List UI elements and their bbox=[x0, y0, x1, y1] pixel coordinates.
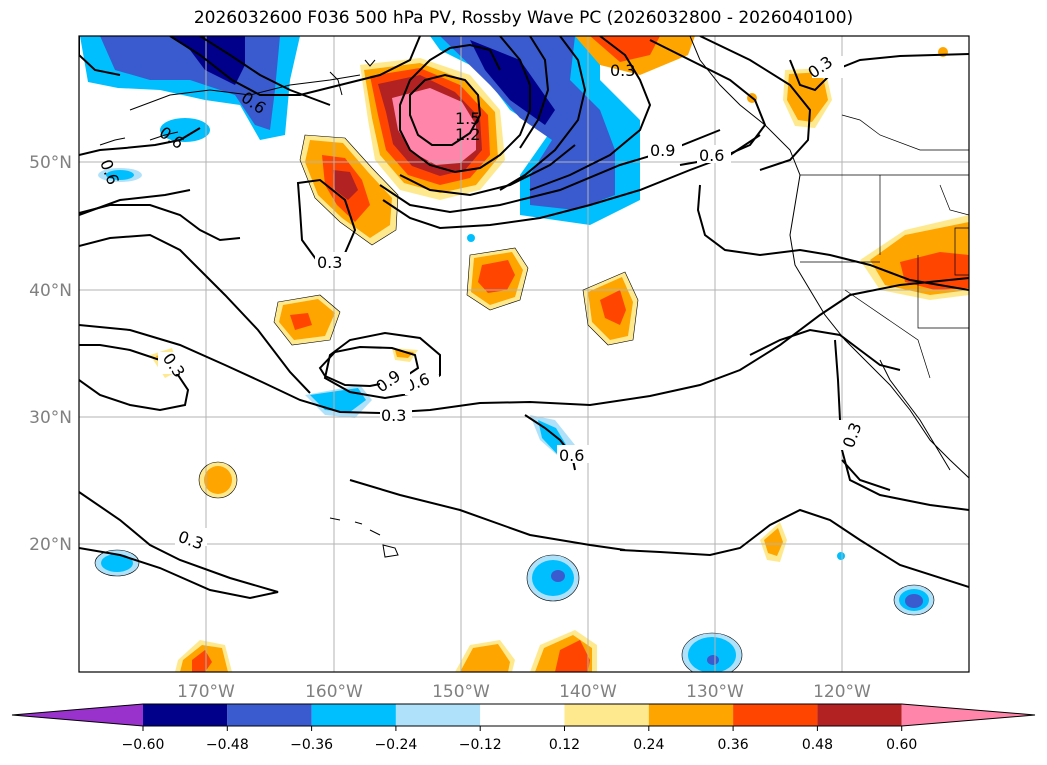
lat-label: 40°N bbox=[29, 281, 72, 301]
colorbar-segment bbox=[12, 704, 143, 726]
lon-label: 160°W bbox=[305, 682, 363, 702]
contour-label: 0.6 bbox=[96, 157, 123, 187]
contour-label: 1.2 bbox=[455, 125, 480, 144]
colorbar-tick-label: 0.36 bbox=[718, 737, 749, 753]
north-american-coast bbox=[689, 36, 969, 479]
colorbar-tick-label: 0.24 bbox=[633, 737, 664, 753]
lat-label: 20°N bbox=[29, 535, 72, 555]
colorbar-tick-label: −0.36 bbox=[290, 737, 333, 753]
colorbar-segment bbox=[311, 704, 396, 726]
colorbar bbox=[11, 703, 1036, 727]
contour-03-main bbox=[79, 277, 969, 415]
lat-label: 50°N bbox=[29, 153, 72, 173]
pc-contours bbox=[79, 36, 969, 600]
colorbar-tick-label: 0.60 bbox=[886, 737, 917, 753]
colorbar-segment bbox=[143, 704, 228, 726]
coastlines bbox=[99, 36, 969, 558]
contour-label: 0.6 bbox=[699, 146, 724, 165]
colorbar-ticks: −0.60 −0.48 −0.36 −0.24 −0.12 0.12 0.24 0.36 0.4… bbox=[122, 726, 917, 753]
contour-label: 0.3 bbox=[610, 61, 635, 80]
contour-label: 0.6 bbox=[559, 446, 584, 465]
lat-label: 30°N bbox=[29, 408, 72, 428]
borders bbox=[800, 114, 969, 379]
colorbar-segment bbox=[901, 704, 1035, 726]
map-title: 2026032600 F036 500 hPa PV, Rossby Wave … bbox=[193, 8, 854, 28]
lon-label: 130°W bbox=[686, 682, 744, 702]
lon-label: 150°W bbox=[432, 682, 490, 702]
colorbar-tick-label: 0.48 bbox=[802, 737, 833, 753]
colorbar-segment bbox=[564, 704, 649, 726]
contour-06-loop bbox=[323, 331, 441, 400]
contour-label: 0.3 bbox=[381, 406, 406, 425]
colorbar-tick-label: −0.12 bbox=[459, 737, 502, 753]
shade-outlines bbox=[94, 134, 935, 672]
lat-labels: 50°N 40°N 30°N 20°N bbox=[29, 153, 72, 555]
colorbar-segment bbox=[648, 704, 734, 726]
colorbar-segment bbox=[480, 704, 565, 726]
colorbar-segment bbox=[227, 704, 312, 726]
colorbar-tick-label: −0.60 bbox=[122, 737, 165, 753]
lon-label: 140°W bbox=[559, 682, 617, 702]
contour-label: 0.3 bbox=[317, 253, 342, 272]
colorbar-segment bbox=[733, 704, 818, 726]
colorbar-segment bbox=[817, 704, 902, 726]
lon-label: 120°W bbox=[813, 682, 871, 702]
lon-labels: 170°W 160°W 150°W 140°W 130°W 120°W bbox=[177, 682, 871, 702]
contour-label: 0.9 bbox=[650, 141, 675, 160]
contour-label: 1.5 bbox=[455, 109, 480, 128]
colorbar-segment bbox=[395, 704, 481, 726]
colorbar-tick-label: 0.12 bbox=[549, 737, 580, 753]
lon-label: 170°W bbox=[177, 682, 235, 702]
map-frame bbox=[78, 35, 970, 673]
colorbar-tick-label: −0.24 bbox=[374, 737, 417, 753]
colorbar-tick-label: −0.48 bbox=[206, 737, 249, 753]
